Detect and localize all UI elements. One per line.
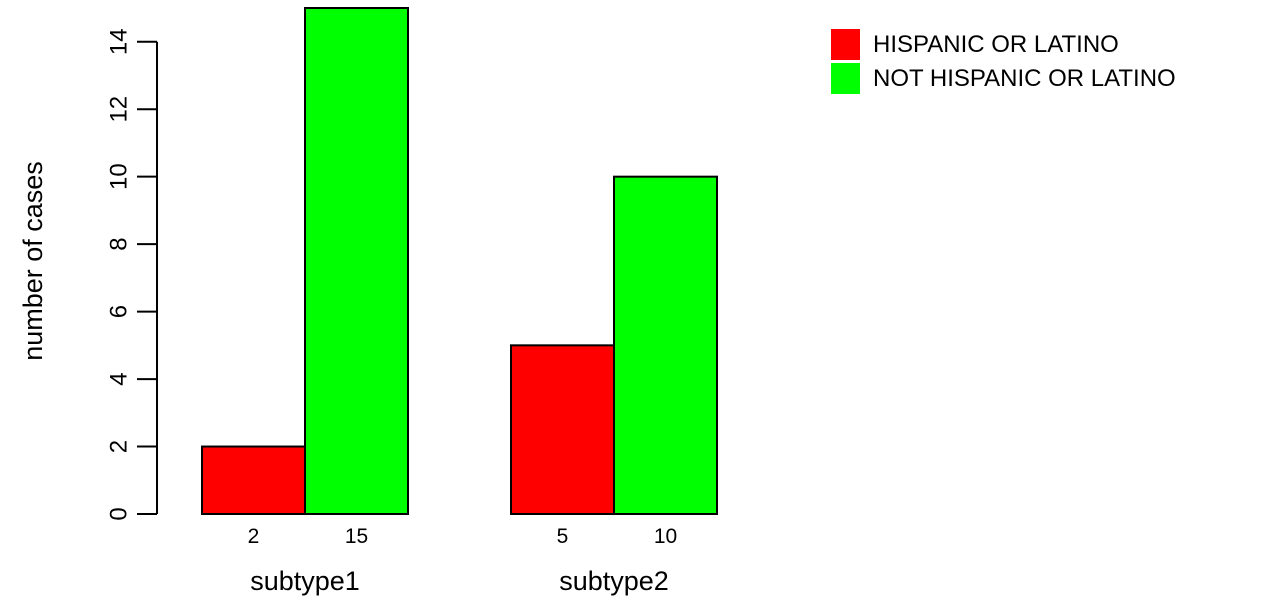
group-label: subtype1 <box>250 566 360 596</box>
legend-swatch <box>831 63 860 94</box>
bar <box>304 7 409 515</box>
bar-value-label: 5 <box>557 525 569 548</box>
legend-label: HISPANIC OR LATINO <box>873 31 1119 58</box>
bar <box>613 175 718 516</box>
y-tick-label: 0 <box>106 507 133 520</box>
group-label: subtype2 <box>559 566 669 596</box>
y-tick-label: 4 <box>106 372 133 385</box>
y-tick-label: 14 <box>106 28 133 55</box>
bars <box>201 7 718 516</box>
y-axis: 0 2 4 6 8 10 12 14 <box>106 28 158 521</box>
bar-value-label: 2 <box>248 525 260 548</box>
bar <box>201 445 306 515</box>
legend: HISPANIC OR LATINO NOT HISPANIC OR LATINO <box>831 29 1176 94</box>
bar-value-label: 10 <box>654 525 677 548</box>
bar-value-labels: 2 15 5 10 <box>248 525 678 548</box>
y-tick-label: 10 <box>106 163 133 190</box>
bar <box>510 344 615 516</box>
y-tick-label: 12 <box>106 96 133 123</box>
y-tick-label: 6 <box>106 305 133 318</box>
legend-swatch <box>831 29 860 60</box>
y-tick-label: 2 <box>106 440 133 453</box>
bar-value-label: 15 <box>345 525 368 548</box>
legend-label: NOT HISPANIC OR LATINO <box>873 65 1176 92</box>
y-tick-label: 8 <box>106 237 133 250</box>
y-axis-title: number of cases <box>18 161 48 361</box>
group-labels: subtype1 subtype2 <box>250 566 669 596</box>
